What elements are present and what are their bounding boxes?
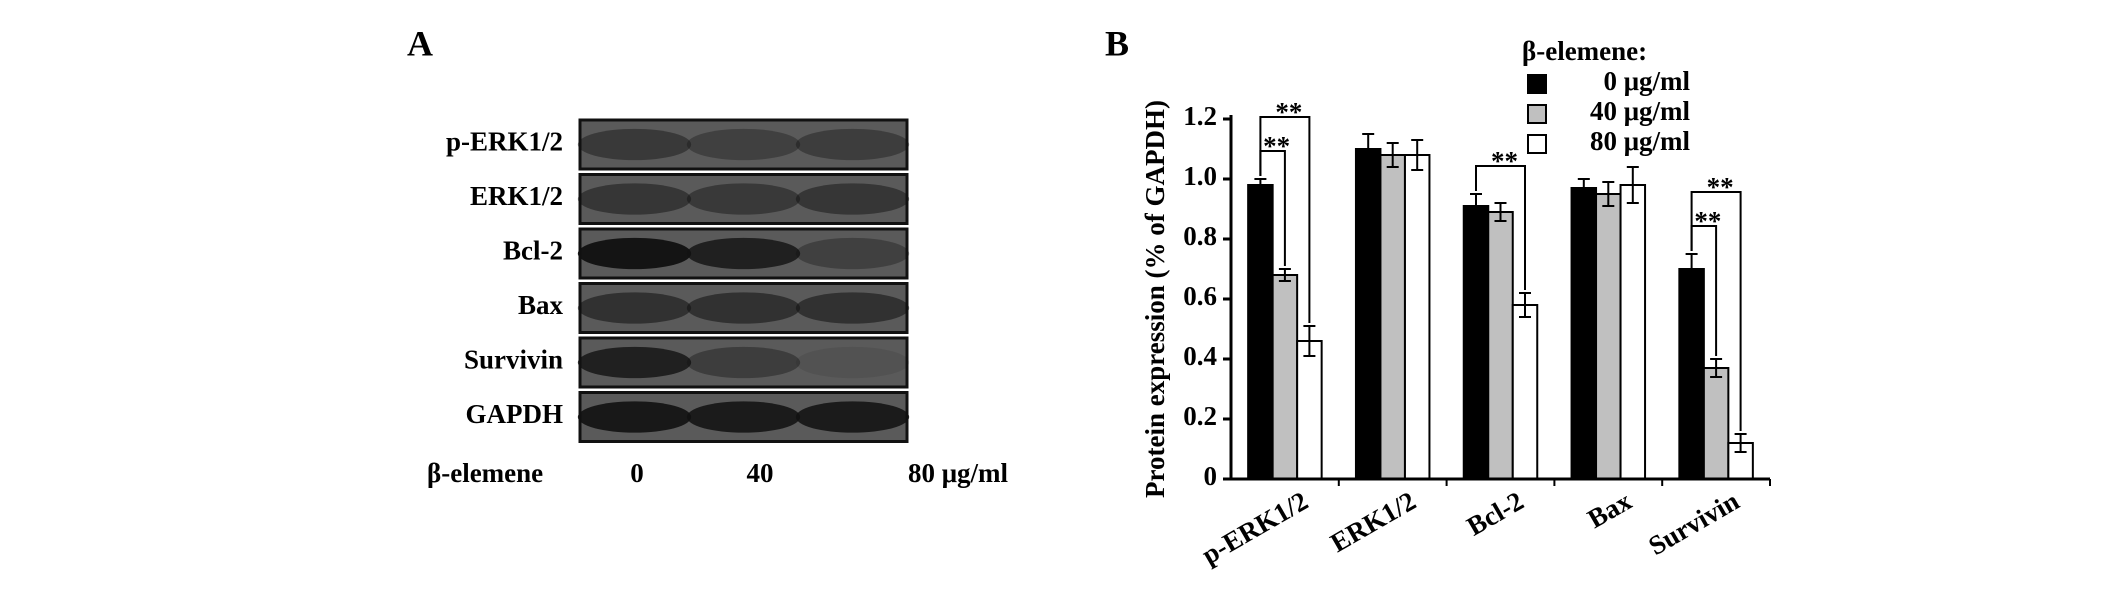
x-tick-label: p-ERK1/2 <box>1197 486 1313 570</box>
significance-bracket: ** <box>1259 131 1290 266</box>
bar <box>1570 187 1598 480</box>
error-bar <box>1386 142 1399 168</box>
significance-label: ** <box>1275 97 1302 127</box>
significance-label: ** <box>1491 146 1518 176</box>
legend-title: β-elemene: <box>1522 36 1647 66</box>
legend-label: 80 μg/ml <box>1590 126 1691 156</box>
error-bar <box>1278 268 1291 282</box>
error-bar <box>1303 325 1316 357</box>
blot-band <box>795 183 910 215</box>
blot-band <box>686 401 801 433</box>
bracket-line <box>1690 225 1718 356</box>
bar <box>1462 205 1490 480</box>
bar <box>1702 367 1730 480</box>
significance-bracket: ** <box>1690 206 1721 356</box>
blot-strip <box>578 118 909 171</box>
legend-label: 0 μg/ml <box>1603 66 1690 96</box>
y-tick-label: 1.0 <box>1183 161 1217 191</box>
error-bar <box>1470 193 1482 219</box>
legend-swatch <box>1527 104 1547 124</box>
y-tick-label: 1.2 <box>1183 101 1217 131</box>
error-bar <box>1577 178 1590 198</box>
error-bar <box>1626 166 1639 204</box>
bar <box>1678 268 1705 480</box>
bar <box>1354 148 1382 480</box>
blot-band <box>686 237 801 270</box>
error-bar <box>1362 133 1375 165</box>
panel-label: A <box>407 23 433 63</box>
bar <box>1595 193 1622 480</box>
y-tick-label: 0 <box>1204 461 1218 491</box>
y-tick-label: 0.6 <box>1183 281 1217 311</box>
lane-label: 80 μg/ml <box>908 458 1009 488</box>
blot-band <box>795 292 910 324</box>
y-tick-label: 0.8 <box>1183 221 1217 251</box>
bar <box>1271 274 1299 480</box>
blot-band <box>795 128 910 161</box>
blot-band <box>686 292 801 324</box>
x-tick-label: Survivin <box>1643 486 1744 562</box>
blot-band <box>795 346 910 379</box>
x-tick-label: Bax <box>1582 485 1636 534</box>
blot-band <box>795 401 910 433</box>
blot-row-label: Bcl-2 <box>503 236 563 266</box>
bar <box>1487 211 1514 480</box>
y-tick-label: 0.2 <box>1183 401 1217 431</box>
significance-bracket: ** <box>1690 172 1742 431</box>
blot-band <box>577 346 692 379</box>
lane-label: 40 <box>747 458 774 488</box>
significance-label: ** <box>1263 131 1290 161</box>
blot-row-label: Bax <box>518 290 564 320</box>
blot-band <box>577 401 692 433</box>
error-bar <box>1602 181 1615 207</box>
x-tick-label: Bcl-2 <box>1462 486 1529 542</box>
western-blot: p-ERK1/2 ERK1/2 Bcl-2 Bax Survivin GAPDH β-ele… <box>427 118 1009 488</box>
blot-band <box>577 237 692 270</box>
significance-bracket: ** <box>1475 146 1526 290</box>
bracket-line <box>1259 150 1286 266</box>
bracket-line <box>1259 116 1311 323</box>
error-bar <box>1494 202 1507 222</box>
error-bar <box>1411 139 1424 171</box>
bracket-line <box>1690 191 1742 431</box>
blot-band <box>686 128 801 161</box>
y-tick-label: 0.4 <box>1183 341 1217 371</box>
blot-row-label: GAPDH <box>466 399 564 429</box>
error-bar <box>1254 178 1267 192</box>
blot-band <box>577 183 692 215</box>
blot-band <box>795 237 910 270</box>
significance-bracket: ** <box>1259 97 1311 323</box>
treatment-label: β-elemene <box>427 458 543 488</box>
blot-band <box>686 346 801 379</box>
error-bar <box>1519 292 1531 318</box>
blot-row-label: ERK1/2 <box>470 181 563 211</box>
blot-band <box>686 183 801 215</box>
bar <box>1619 184 1647 480</box>
lane-label: 0 <box>630 458 644 488</box>
bar-chart: B Protein expression (% of GAPDH) 0 0.2 0.4 0… <box>1105 23 1771 570</box>
y-axis-title: Protein expression (% of GAPDH) <box>1140 100 1170 498</box>
x-tick-label: ERK1/2 <box>1325 486 1421 558</box>
blot-band <box>577 292 692 324</box>
bar <box>1403 154 1431 480</box>
bar <box>1296 340 1323 480</box>
significance-label: ** <box>1694 206 1721 236</box>
bar <box>1379 154 1406 480</box>
bar <box>1511 304 1539 480</box>
blot-row-label: Survivin <box>464 345 563 375</box>
significance-label: ** <box>1707 172 1734 202</box>
legend-swatch <box>1527 134 1547 154</box>
panel-label: B <box>1105 23 1129 63</box>
error-bar <box>1710 358 1723 378</box>
legend-swatch <box>1527 74 1547 94</box>
legend-label: 40 μg/ml <box>1590 96 1691 126</box>
blot-row-label: p-ERK1/2 <box>446 127 563 157</box>
bar <box>1247 184 1274 480</box>
bracket-line <box>1475 165 1526 290</box>
error-bar <box>1685 253 1698 285</box>
blot-band <box>577 128 692 161</box>
error-bar <box>1734 433 1747 453</box>
